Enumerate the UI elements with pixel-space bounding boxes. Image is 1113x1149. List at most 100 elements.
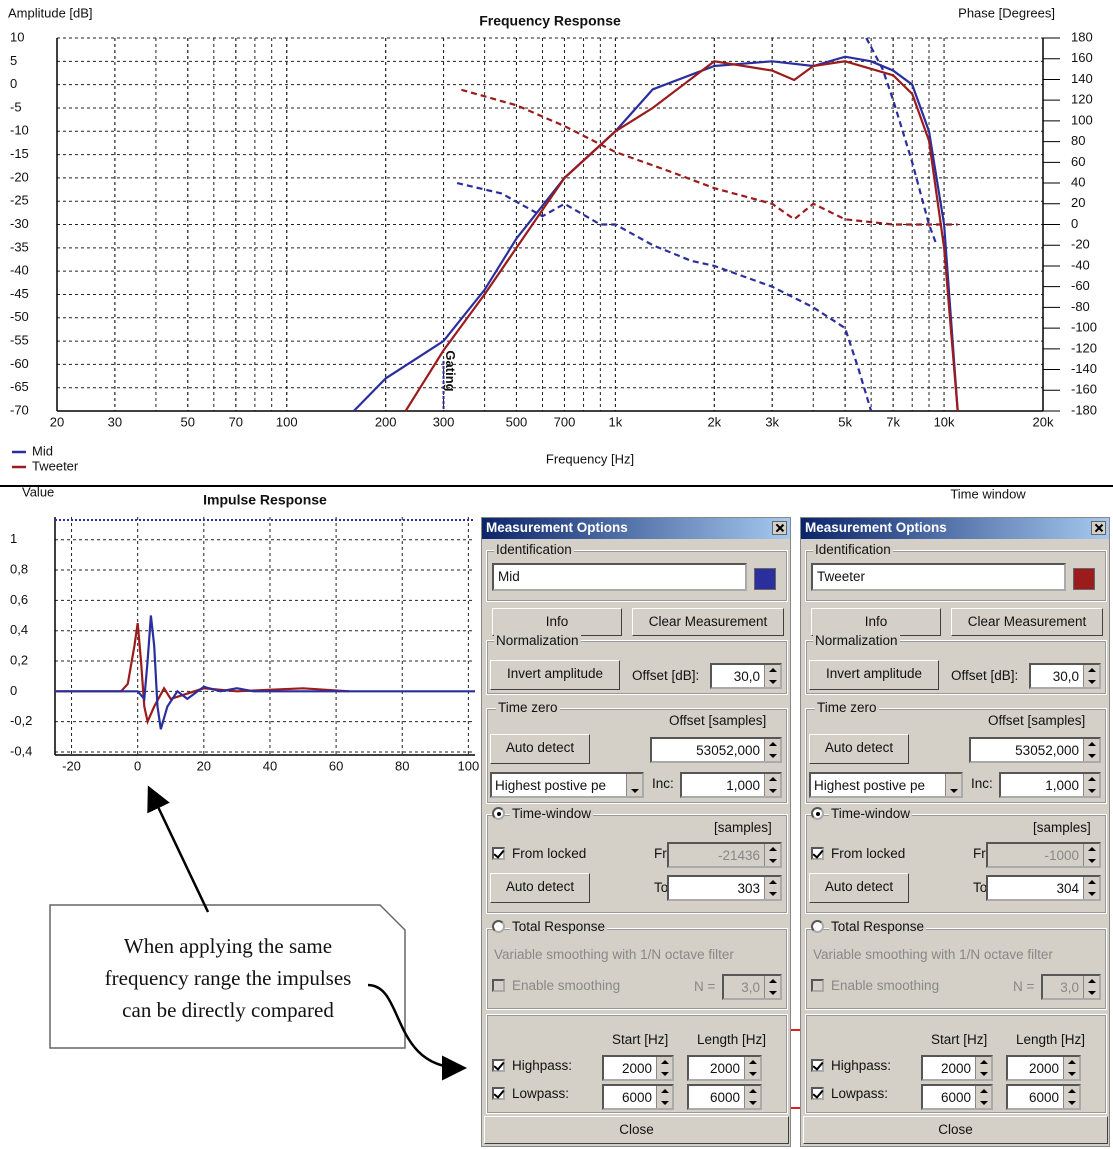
spin-arrows[interactable]: [975, 1086, 991, 1108]
label: Identification: [813, 542, 893, 557]
radio[interactable]: [492, 807, 505, 820]
close-icon[interactable]: [772, 521, 787, 535]
spin-arrows[interactable]: [764, 774, 780, 796]
spin-arrows[interactable]: [1083, 774, 1099, 796]
radio[interactable]: [811, 920, 824, 933]
spinbox[interactable]: 6000: [921, 1084, 993, 1110]
spin-arrows[interactable]: [975, 1057, 991, 1079]
label: N =: [692, 979, 717, 994]
spinbox[interactable]: 6000: [602, 1084, 674, 1110]
y2-tick-label: 100: [1071, 112, 1093, 127]
spin-arrows[interactable]: [764, 877, 780, 899]
dropdown[interactable]: Highest postive pe: [809, 772, 963, 798]
checkbox[interactable]: [811, 847, 824, 860]
button[interactable]: Auto detect: [809, 734, 909, 764]
x-tick-label: 7k: [886, 414, 900, 429]
spinbox[interactable]: 304: [986, 875, 1101, 901]
text-field[interactable]: Mid: [492, 563, 747, 591]
option-label: Total Response: [510, 919, 607, 934]
button[interactable]: Clear Measurement: [632, 608, 784, 636]
label: Time zero: [815, 700, 879, 715]
label: Variable smoothing with 1/N octave filte…: [811, 947, 1055, 962]
y2-tick-label: -60: [1071, 278, 1090, 293]
spin-arrows[interactable]: [626, 774, 642, 796]
spin-arrows[interactable]: [764, 976, 780, 998]
y2-tick-label: 0: [1071, 216, 1078, 231]
spin-arrows[interactable]: [1063, 1057, 1079, 1079]
y-tick-label: -35: [10, 239, 29, 254]
spin-arrows[interactable]: [764, 844, 780, 866]
y-tick-label: -45: [10, 286, 29, 301]
color-swatch[interactable]: [1073, 568, 1095, 590]
spin-arrows[interactable]: [656, 1057, 672, 1079]
close-icon[interactable]: [1091, 521, 1106, 535]
spin-arrows[interactable]: [744, 1057, 760, 1079]
spinbox[interactable]: 53052,000: [650, 737, 782, 763]
checkbox[interactable]: [492, 1087, 505, 1100]
spinbox: 3,0: [1041, 974, 1101, 1000]
button[interactable]: Auto detect: [490, 873, 590, 903]
spinbox[interactable]: 53052,000: [969, 737, 1101, 763]
spin-arrows[interactable]: [656, 1086, 672, 1108]
checkbox[interactable]: [492, 1059, 505, 1072]
spinbox[interactable]: 1,000: [999, 772, 1101, 798]
y-axis-label: Value: [22, 484, 54, 499]
y-tick-label: 0,2: [10, 652, 28, 667]
radio[interactable]: [492, 920, 505, 933]
spin-arrows[interactable]: [945, 774, 961, 796]
spinbox[interactable]: 2000: [687, 1055, 762, 1081]
spinbox[interactable]: 30,0: [1029, 663, 1101, 689]
spin-arrows[interactable]: [1063, 1086, 1079, 1108]
y-tick-label: -65: [10, 379, 29, 394]
checkbox[interactable]: [811, 1059, 824, 1072]
spin-arrows[interactable]: [764, 665, 780, 687]
x-tick-label: 80: [395, 758, 409, 773]
label: Normalization: [813, 633, 900, 648]
y-tick-label: -60: [10, 356, 29, 371]
button[interactable]: Auto detect: [490, 734, 590, 764]
spinbox[interactable]: 6000: [687, 1084, 762, 1110]
checkbox[interactable]: [492, 847, 505, 860]
option-label: Lowpass:: [829, 1086, 890, 1101]
button[interactable]: Close: [803, 1116, 1108, 1144]
dropdown[interactable]: Highest postive pe: [490, 772, 644, 798]
y2-tick-label: -40: [1071, 257, 1090, 272]
x-tick-label: 50: [181, 414, 195, 429]
button[interactable]: Clear Measurement: [951, 608, 1103, 636]
text-field[interactable]: Tweeter: [811, 563, 1066, 591]
y-tick-label: 0,4: [10, 622, 28, 637]
label: Identification: [494, 542, 574, 557]
x-tick-label: 1k: [609, 414, 623, 429]
button[interactable]: Invert amplitude: [490, 660, 620, 690]
time-window-label: Time window: [950, 486, 1026, 501]
y-tick-label: 0: [10, 683, 17, 698]
spin-arrows[interactable]: [1083, 739, 1099, 761]
y2-tick-label: -140: [1071, 361, 1097, 376]
spinbox[interactable]: 1,000: [680, 772, 782, 798]
button[interactable]: Invert amplitude: [809, 660, 939, 690]
button[interactable]: Info: [492, 608, 622, 636]
spinbox[interactable]: 2000: [921, 1055, 993, 1081]
spinbox[interactable]: 303: [667, 875, 782, 901]
spin-arrows[interactable]: [1083, 877, 1099, 899]
spinbox[interactable]: 6000: [1006, 1084, 1081, 1110]
spin-arrows[interactable]: [1083, 844, 1099, 866]
checkbox[interactable]: [811, 1087, 824, 1100]
label: Normalization: [494, 633, 581, 648]
spin-arrows[interactable]: [1083, 665, 1099, 687]
y2-tick-label: -180: [1071, 402, 1097, 417]
radio[interactable]: [811, 807, 824, 820]
spin-arrows[interactable]: [744, 1086, 760, 1108]
button[interactable]: Close: [484, 1116, 789, 1144]
y-tick-label: 0: [10, 76, 17, 91]
button[interactable]: Auto detect: [809, 873, 909, 903]
spinbox[interactable]: 30,0: [710, 663, 782, 689]
option-label: Lowpass:: [510, 1086, 571, 1101]
color-swatch[interactable]: [754, 568, 776, 590]
spinbox[interactable]: 2000: [602, 1055, 674, 1081]
spin-arrows[interactable]: [764, 739, 780, 761]
spinbox[interactable]: 2000: [1006, 1055, 1081, 1081]
spin-arrows[interactable]: [1083, 976, 1099, 998]
button[interactable]: Info: [811, 608, 941, 636]
option-label: Time-window: [829, 806, 912, 821]
